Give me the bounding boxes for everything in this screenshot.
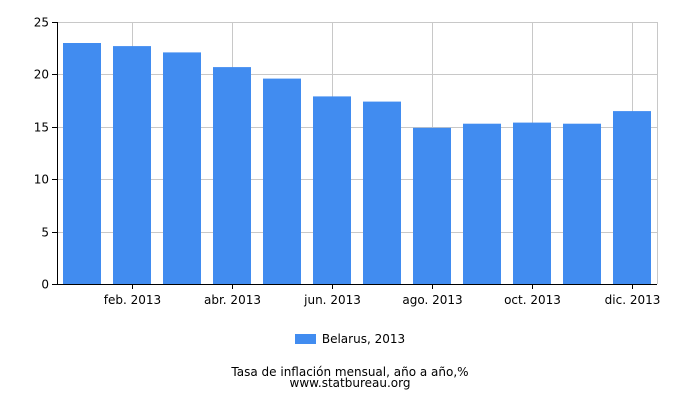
bar bbox=[163, 52, 201, 285]
x-tick-label: ago. 2013 bbox=[402, 293, 462, 307]
axes bbox=[52, 22, 657, 289]
bars bbox=[63, 43, 651, 285]
bar bbox=[63, 43, 101, 284]
y-tick-label: 20 bbox=[34, 68, 49, 82]
bar bbox=[413, 127, 451, 284]
bar bbox=[513, 122, 551, 284]
chart-subtitle: Tasa de inflación mensual, año a año,% bbox=[231, 365, 469, 379]
y-tick-label: 15 bbox=[34, 121, 49, 135]
legend-label: Belarus, 2013 bbox=[321, 332, 406, 346]
legend-swatch bbox=[294, 334, 316, 344]
bar bbox=[313, 96, 351, 285]
y-tick-label: 10 bbox=[34, 173, 49, 187]
x-tick-label: oct. 2013 bbox=[504, 293, 561, 307]
bar bbox=[113, 46, 151, 284]
y-tick-labels: 0 5 10 15 20 25 bbox=[34, 16, 49, 292]
x-tick-label: jun. 2013 bbox=[303, 293, 361, 307]
legend: Belarus, 2013 bbox=[0, 332, 700, 346]
x-tick-label: feb. 2013 bbox=[104, 293, 161, 307]
bar bbox=[563, 123, 601, 284]
y-tick-label: 25 bbox=[34, 16, 49, 30]
y-tick-label: 5 bbox=[41, 226, 49, 240]
bar bbox=[213, 67, 251, 284]
bar bbox=[613, 111, 651, 284]
y-tick-label: 0 bbox=[41, 278, 49, 292]
source-link[interactable]: www.statbureau.org bbox=[289, 376, 411, 390]
x-tick-label: abr. 2013 bbox=[204, 293, 261, 307]
x-tick-label: dic. 2013 bbox=[605, 293, 661, 307]
bar bbox=[363, 101, 401, 284]
bar bbox=[463, 123, 501, 284]
bar-chart: 0 5 10 15 20 25 feb. 2013 abr. 2013 jun. 2013 ag… bbox=[34, 16, 661, 308]
bar bbox=[263, 78, 301, 284]
x-tick-labels: feb. 2013 abr. 2013 jun. 2013 ago. 2013 oct.… bbox=[104, 293, 661, 307]
